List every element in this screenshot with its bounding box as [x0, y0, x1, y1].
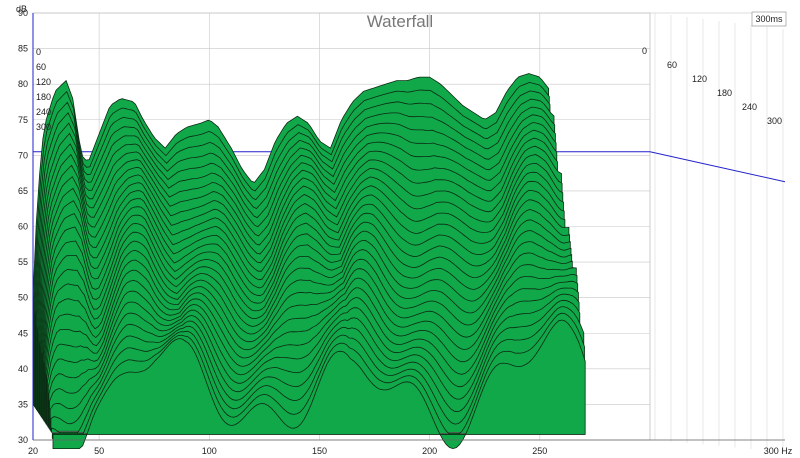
y-tick-label: 35 — [18, 399, 28, 409]
time-tick-front: 300 — [36, 122, 51, 132]
y-tick-label: 85 — [18, 44, 28, 54]
time-end-label: 300ms — [755, 14, 783, 24]
y-tick-label: 70 — [18, 150, 28, 160]
x-tick-label: 150 — [312, 446, 327, 456]
time-tick-front: 120 — [36, 77, 51, 87]
y-tick-label: 45 — [18, 328, 28, 338]
x-tick-label: 250 — [532, 446, 547, 456]
x-tick-label: 100 — [202, 446, 217, 456]
y-tick-label: 90 — [18, 8, 28, 18]
chart-title: Waterfall — [367, 12, 433, 31]
time-end-label-box — [751, 11, 787, 27]
tick-labels: 30 35 40 45 50 55 60 65 70 75 80 85 90 20 50 100 150 200 2… — [18, 8, 793, 456]
y-tick-label: 30 — [18, 435, 28, 445]
y-tick-label: 65 — [18, 186, 28, 196]
y-tick-label: 80 — [18, 79, 28, 89]
time-tick-back: 300 — [767, 116, 782, 126]
waterfall-slice — [52, 319, 586, 450]
y-tick-label: 75 — [18, 115, 28, 125]
y-tick-label: 60 — [18, 222, 28, 232]
y-tick-label: 50 — [18, 293, 28, 303]
x-tick-label: 50 — [94, 446, 104, 456]
y-axis-label: dB — [16, 4, 27, 14]
x-tick-label: 200 — [422, 446, 437, 456]
y-tick-label: 55 — [18, 257, 28, 267]
axes — [32, 13, 785, 441]
reference-level-depth — [649, 151, 786, 183]
time-tick-back: 60 — [667, 60, 677, 70]
time-tick-front: 0 — [36, 47, 41, 57]
time-tick-back: 240 — [742, 102, 757, 112]
time-tick-front: 60 — [36, 62, 46, 72]
time-tick-back: 0 — [642, 46, 647, 56]
x-tick-label: 300 Hz — [764, 446, 793, 456]
y-tick-label: 40 — [18, 364, 28, 374]
time-axis: 300ms 0 60 120 180 240 300 0 60 120 180 240 300 — [36, 11, 787, 132]
waterfall-slices — [32, 73, 586, 450]
time-tick-front: 180 — [36, 92, 51, 102]
time-tick-back: 120 — [692, 74, 707, 84]
x-tick-label: 20 — [28, 446, 38, 456]
time-tick-back: 180 — [717, 88, 732, 98]
time-tick-front: 240 — [36, 107, 51, 117]
